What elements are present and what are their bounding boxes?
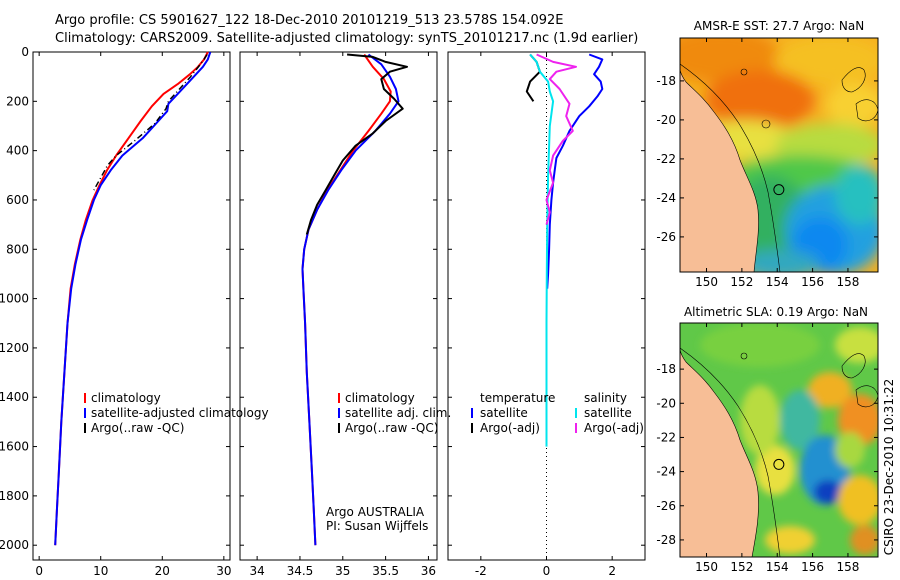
difference-legend-entry: Argo(-adj)	[584, 421, 644, 435]
sst-map-image	[680, 38, 878, 272]
difference-xtick-label: -2	[475, 564, 487, 578]
sla-map-image	[680, 323, 878, 557]
salinity-xtick-label: 36	[421, 564, 436, 578]
sst-map-xtick-label: 152	[730, 275, 753, 289]
salinity-xtick-label: 34	[249, 564, 264, 578]
sst-map-xtick-label: 150	[695, 275, 718, 289]
depth-tick-label: 0	[21, 45, 29, 59]
salinity-legend-entry: satellite adj. clim.	[345, 406, 451, 420]
salinity-annotation: Argo AUSTRALIA	[326, 505, 425, 519]
depth-tick-label: 1400	[0, 390, 29, 404]
difference-xtick-label: 2	[608, 564, 616, 578]
sst-map-ytick-label: -18	[656, 74, 676, 88]
difference-series-salinity-satellite	[529, 53, 555, 447]
temperature-legend-entry: satellite-adjusted climatology	[91, 406, 269, 420]
temperature-xtick-label: 10	[93, 564, 108, 578]
difference-xtick-label: 0	[543, 564, 551, 578]
temperature-xtick-label: 30	[216, 564, 231, 578]
temperature-legend-entry: Argo(..raw -QC)	[91, 421, 184, 435]
sst-map-ytick-label: -24	[656, 191, 676, 205]
sla-map-ytick-label: -26	[656, 499, 676, 513]
difference-legend-entry: satellite	[480, 406, 528, 420]
temperature-xtick-label: 20	[155, 564, 170, 578]
difference-legend-entry: Argo(-adj)	[480, 421, 540, 435]
sst-map-xtick-label: 158	[836, 275, 859, 289]
sla-map-title: Altimetric SLA: 0.19 Argo: NaN	[684, 305, 868, 319]
salinity-series-argo-raw-qc-	[305, 53, 408, 235]
sla-map-xtick-label: 156	[801, 560, 824, 574]
sla-map-xtick-label: 152	[730, 560, 753, 574]
difference-series-temperature-satellite	[546, 53, 604, 289]
sst-map-xtick-label: 154	[766, 275, 789, 289]
sla-map-argo-marker	[773, 458, 785, 470]
difference-series-salinity-argo-adj-	[536, 53, 577, 225]
depth-tick-label: 1000	[0, 292, 29, 306]
difference-series-temperature-argo-adj-	[525, 53, 541, 102]
sst-map-xtick-label: 156	[801, 275, 824, 289]
salinity-xtick-label: 35.5	[372, 564, 399, 578]
depth-tick-label: 1600	[0, 440, 29, 454]
sla-map-ytick-label: -20	[656, 396, 676, 410]
depth-tick-label: 1200	[0, 341, 29, 355]
difference-legend-title: salinity	[584, 391, 627, 405]
salinity-legend-entry: Argo(..raw -QC)	[345, 421, 438, 435]
salinity-series-satellite-adj-clim-	[301, 53, 400, 546]
sst-map-ytick-label: -26	[656, 230, 676, 244]
salinity-annotation: PI: Susan Wijffels	[326, 519, 428, 533]
sla-map-xtick-label: 158	[836, 560, 859, 574]
credit-label: CSIRO 23-Dec-2010 10:31:22	[882, 379, 896, 556]
temperature-xtick-label: 0	[35, 564, 43, 578]
depth-tick-label: 800	[6, 242, 29, 256]
difference-panel: -202difference from climatologytemperatu…	[447, 51, 646, 578]
temperature-series-argo-raw-qc-	[93, 54, 208, 191]
depth-tick-label: 400	[6, 144, 29, 158]
temperature-legend-entry: climatology	[91, 391, 161, 405]
depth-tick-label: 600	[6, 193, 29, 207]
sla-map-panel: Altimetric SLA: 0.19 Argo: NaN	[656, 305, 879, 574]
sla-map-ytick-label: -22	[656, 430, 676, 444]
salinity-panel: 3434.53535.536salinityclimatologysatelli…	[239, 51, 451, 578]
temperature-series-satellite-adjusted-climatology	[54, 51, 212, 546]
sla-map-xtick-label: 154	[766, 560, 789, 574]
sla-map-ytick-label: -18	[656, 362, 676, 376]
salinity-legend-entry: climatology	[345, 391, 415, 405]
difference-legend-entry: satellite	[584, 406, 632, 420]
sst-map-ytick-label: -20	[656, 113, 676, 127]
sst-map-panel: AMSR-E SST: 27.7 Argo: NaN	[656, 19, 879, 289]
sst-map-argo-marker	[773, 184, 785, 196]
sla-map-xtick-label: 150	[695, 560, 718, 574]
temperature-series-climatology	[54, 51, 209, 546]
temperature-panel: 0102030temperature0200400600800100012001…	[0, 45, 269, 578]
depth-tick-label: 2000	[0, 538, 29, 552]
header-line-2: Climatology: CARS2009. Satellite-adjuste…	[55, 31, 638, 46]
sst-map-title: AMSR-E SST: 27.7 Argo: NaN	[694, 19, 864, 33]
salinity-xtick-label: 34.5	[287, 564, 314, 578]
depth-tick-label: 1800	[0, 489, 29, 503]
depth-tick-label: 200	[6, 94, 29, 108]
difference-legend-title: temperature	[480, 391, 555, 405]
sla-map-ytick-label: -28	[656, 533, 676, 547]
sst-map-ytick-label: -22	[656, 152, 676, 166]
sla-map-ytick-label: -24	[656, 465, 676, 479]
header-line-1: Argo profile: CS 5901627_122 18-Dec-2010…	[55, 13, 563, 28]
salinity-xtick-label: 35	[335, 564, 350, 578]
